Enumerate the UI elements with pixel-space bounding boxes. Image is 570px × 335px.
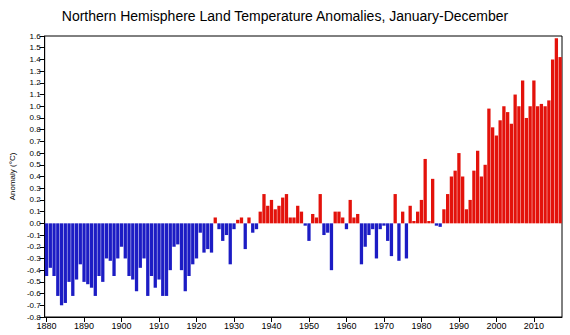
- svg-text:1900: 1900: [112, 321, 132, 331]
- svg-text:1.4: 1.4: [30, 55, 42, 64]
- svg-text:1980: 1980: [411, 321, 431, 331]
- svg-text:1920: 1920: [186, 321, 206, 331]
- svg-text:Northern Hemisphere Land Tempe: Northern Hemisphere Land Temperature Ano…: [62, 8, 509, 24]
- svg-text:0.5: 0.5: [30, 160, 42, 169]
- svg-text:1930: 1930: [224, 321, 244, 331]
- svg-text:1.5: 1.5: [30, 43, 42, 52]
- svg-text:1940: 1940: [261, 321, 281, 331]
- svg-text:-0.3: -0.3: [27, 254, 41, 263]
- svg-text:-0.5: -0.5: [27, 277, 41, 286]
- svg-text:1.1: 1.1: [30, 90, 42, 99]
- svg-text:-0.8: -0.8: [26, 312, 41, 322]
- svg-text:1950: 1950: [299, 321, 319, 331]
- svg-text:1.0: 1.0: [30, 102, 42, 111]
- svg-text:Anomaly (°C): Anomaly (°C): [8, 152, 17, 200]
- svg-text:-0.1: -0.1: [27, 231, 41, 240]
- svg-text:0.9: 0.9: [30, 113, 42, 122]
- svg-text:1970: 1970: [374, 321, 394, 331]
- svg-text:0.8: 0.8: [30, 125, 42, 134]
- svg-text:0.7: 0.7: [30, 137, 42, 146]
- svg-text:0.0: 0.0: [30, 219, 42, 228]
- svg-text:1.2: 1.2: [30, 78, 42, 87]
- svg-text:2010: 2010: [524, 321, 544, 331]
- svg-text:0.6: 0.6: [30, 149, 42, 158]
- svg-text:1910: 1910: [149, 321, 169, 331]
- svg-text:1890: 1890: [74, 321, 94, 331]
- svg-text:1.3: 1.3: [30, 67, 42, 76]
- svg-text:1990: 1990: [449, 321, 469, 331]
- svg-text:-0.4: -0.4: [27, 266, 41, 275]
- svg-text:-0.7: -0.7: [27, 301, 41, 310]
- svg-text:1.6: 1.6: [30, 32, 42, 41]
- svg-text:0.3: 0.3: [30, 184, 42, 193]
- svg-text:0.1: 0.1: [30, 207, 42, 216]
- svg-text:0.4: 0.4: [30, 172, 42, 181]
- svg-text:1960: 1960: [336, 321, 356, 331]
- svg-text:-0.2: -0.2: [27, 242, 41, 251]
- svg-text:-0.6: -0.6: [27, 289, 41, 298]
- svg-text:2000: 2000: [486, 321, 506, 331]
- svg-text:0.2: 0.2: [30, 195, 42, 204]
- svg-text:1880: 1880: [37, 321, 57, 331]
